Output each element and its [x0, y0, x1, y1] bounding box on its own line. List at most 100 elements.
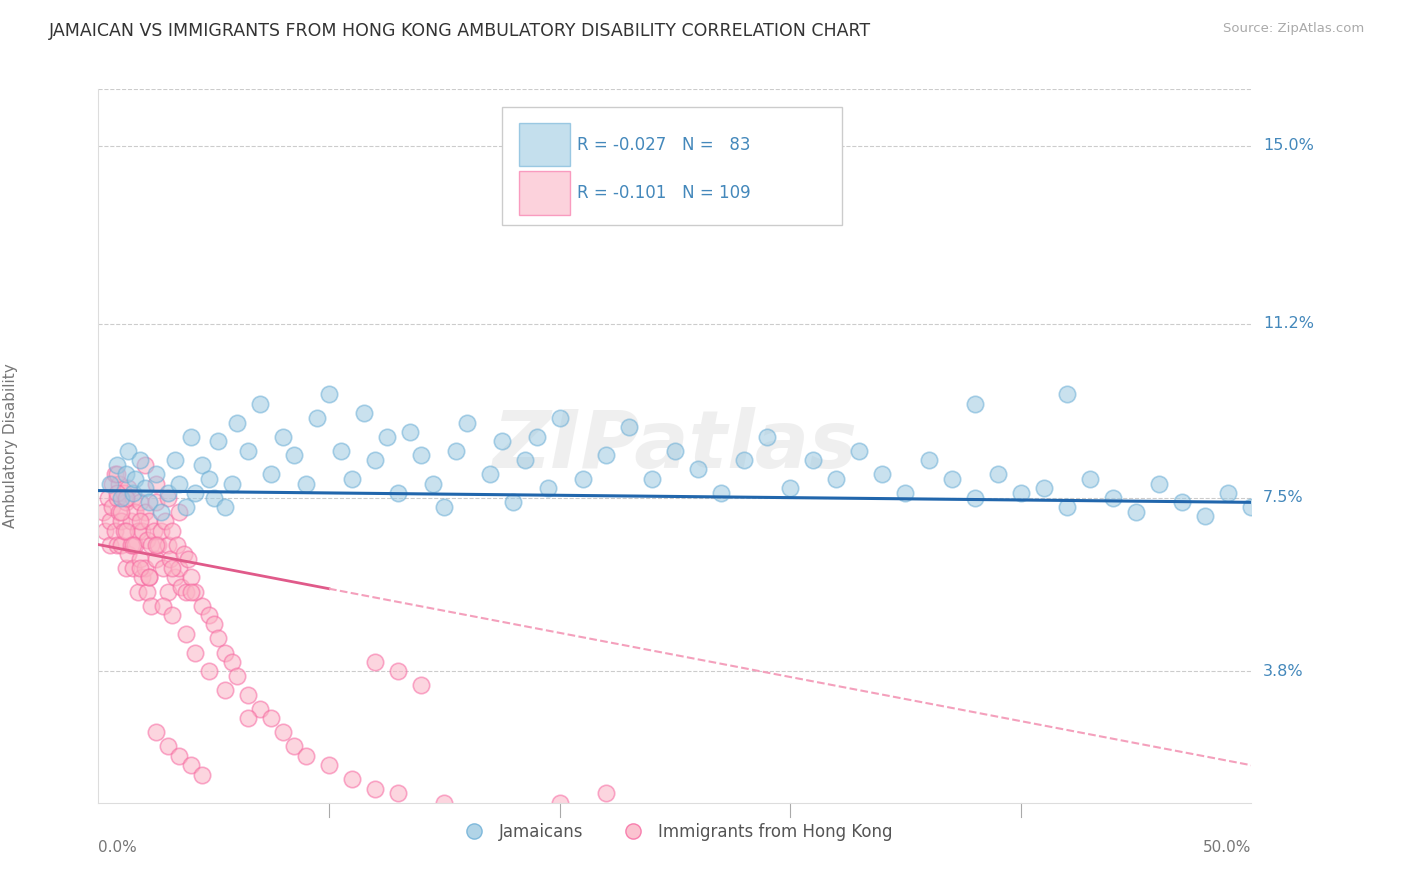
Point [156, 538, 179, 552]
Point [160, 524, 183, 538]
Point [110, 505, 132, 519]
Point [686, 462, 709, 476]
Point [129, 551, 152, 566]
Point [131, 524, 153, 538]
Point [1010, 486, 1032, 500]
Point [433, 500, 456, 514]
Point [105, 467, 128, 482]
Point [97, 491, 120, 505]
Point [163, 453, 186, 467]
Point [283, 739, 305, 754]
Point [180, 584, 202, 599]
Point [1102, 491, 1125, 505]
Text: 15.0%: 15.0% [1263, 138, 1313, 153]
Point [398, 425, 420, 439]
Point [167, 748, 190, 763]
Point [122, 538, 145, 552]
Legend: Jamaicans, Immigrants from Hong Kong: Jamaicans, Immigrants from Hong Kong [450, 817, 900, 848]
Point [198, 472, 221, 486]
Point [159, 551, 181, 566]
Point [411, 678, 433, 692]
Point [141, 599, 163, 613]
Point [108, 476, 131, 491]
Point [145, 551, 167, 566]
Point [387, 486, 409, 500]
Point [138, 495, 160, 509]
Point [163, 570, 186, 584]
Point [117, 481, 139, 495]
Point [184, 646, 207, 660]
Point [249, 702, 271, 716]
Point [318, 758, 340, 772]
Point [548, 410, 571, 425]
Point [422, 476, 444, 491]
Point [105, 538, 128, 552]
Point [411, 449, 433, 463]
Point [387, 665, 409, 679]
Point [124, 472, 146, 486]
Point [364, 781, 387, 796]
Point [710, 486, 733, 500]
Point [295, 748, 318, 763]
Point [191, 458, 214, 472]
Point [779, 481, 801, 495]
Point [917, 453, 939, 467]
Point [664, 443, 686, 458]
Point [124, 505, 146, 519]
Point [202, 617, 225, 632]
Point [156, 739, 179, 754]
Point [135, 584, 157, 599]
Point [122, 561, 145, 575]
Point [149, 505, 172, 519]
Point [115, 561, 138, 575]
Text: JAMAICAN VS IMMIGRANTS FROM HONG KONG AMBULATORY DISABILITY CORRELATION CHART: JAMAICAN VS IMMIGRANTS FROM HONG KONG AM… [49, 22, 872, 40]
Point [221, 476, 243, 491]
Point [191, 599, 214, 613]
Point [101, 476, 124, 491]
Point [112, 486, 135, 500]
Point [129, 514, 152, 528]
Point [364, 453, 387, 467]
Point [987, 467, 1010, 482]
Point [207, 632, 229, 646]
FancyBboxPatch shape [519, 123, 569, 166]
Point [617, 420, 640, 434]
Point [129, 561, 152, 575]
Point [138, 570, 160, 584]
Point [152, 599, 174, 613]
Point [138, 514, 160, 528]
Point [122, 491, 145, 505]
Point [260, 711, 283, 725]
Point [127, 584, 149, 599]
Point [167, 505, 190, 519]
Point [214, 683, 236, 698]
Point [160, 607, 183, 622]
Point [103, 524, 125, 538]
Point [105, 486, 128, 500]
Point [166, 538, 188, 552]
Point [124, 538, 146, 552]
Point [94, 524, 117, 538]
Point [238, 711, 260, 725]
Point [129, 495, 152, 509]
Point [340, 772, 363, 787]
Point [174, 500, 197, 514]
Point [170, 580, 193, 594]
Text: 7.5%: 7.5% [1263, 490, 1303, 505]
Point [180, 429, 202, 443]
Point [375, 429, 398, 443]
Text: ZIPatlas: ZIPatlas [492, 407, 858, 485]
Point [1171, 495, 1194, 509]
Point [180, 758, 202, 772]
Point [191, 767, 214, 781]
Point [353, 406, 375, 420]
Point [152, 561, 174, 575]
Point [103, 467, 125, 482]
Point [129, 453, 152, 467]
Point [502, 495, 524, 509]
Point [1194, 509, 1216, 524]
Point [295, 476, 318, 491]
Point [318, 387, 340, 401]
Point [105, 458, 128, 472]
Point [491, 434, 513, 449]
